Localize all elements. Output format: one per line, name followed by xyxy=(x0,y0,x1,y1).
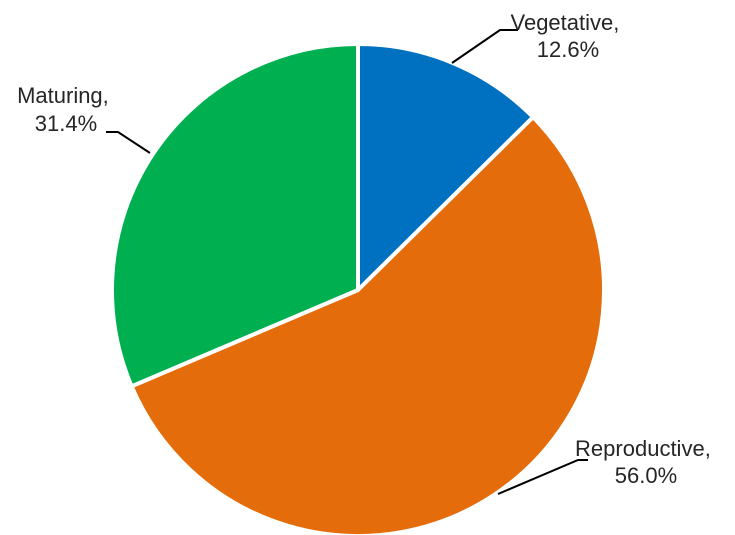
pie-slices xyxy=(112,44,604,535)
label-vegetative-comma: , xyxy=(613,10,619,35)
leader-line-vegetative xyxy=(452,30,518,63)
label-maturing-comma: , xyxy=(103,83,109,108)
label-vegetative: Vegetative, 12.6% xyxy=(511,10,626,62)
label-maturing-value: 31.4% xyxy=(35,111,97,136)
label-reproductive-value: 56.0% xyxy=(615,463,677,488)
label-reproductive: Reproductive, 56.0% xyxy=(575,436,717,488)
label-maturing-name: Maturing xyxy=(17,83,103,108)
leader-line-maturing xyxy=(106,132,150,153)
label-reproductive-comma: , xyxy=(705,436,711,461)
label-maturing: Maturing, 31.4% xyxy=(17,83,115,136)
label-vegetative-name: Vegetative xyxy=(511,10,614,35)
label-vegetative-value: 12.6% xyxy=(537,37,599,62)
label-reproductive-name: Reproductive xyxy=(575,436,705,461)
